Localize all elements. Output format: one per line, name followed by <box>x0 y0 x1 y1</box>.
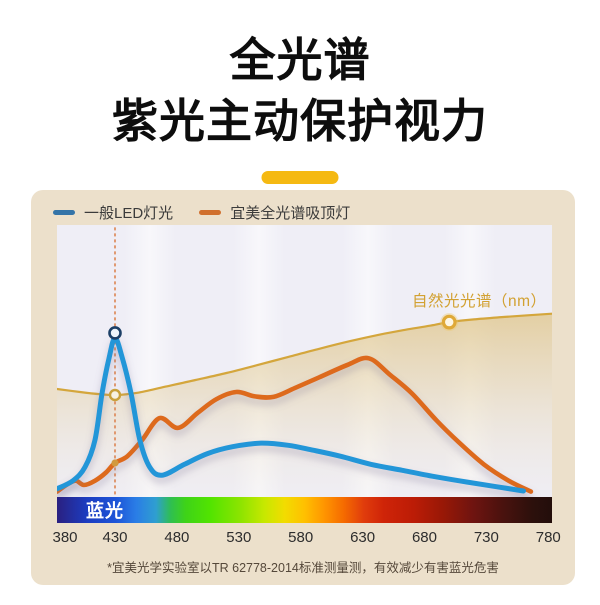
x-tick-630: 630 <box>350 529 376 546</box>
x-tick-730: 730 <box>473 529 499 546</box>
x-tick-780: 780 <box>535 529 561 546</box>
blue-curve <box>57 335 526 494</box>
orange-curve <box>57 355 534 494</box>
gold-ring-marker <box>108 388 122 402</box>
title-line-1: 全光谱 <box>229 34 371 86</box>
legend-swatch-general-led <box>53 210 75 215</box>
blue-light-label: 蓝光 <box>86 501 124 521</box>
x-tick-430: 430 <box>102 529 128 546</box>
gold-donut-marker <box>441 314 457 330</box>
spectrum-bar: 蓝光 <box>57 497 552 523</box>
chart-panel: 一般LED灯光 宜美全光谱吸顶灯 <box>31 190 575 585</box>
legend-item-general-led: 一般LED灯光 <box>53 202 173 223</box>
x-axis-ticks: 380 430 480 530 580 630 680 730 780 <box>52 528 560 547</box>
legend-label-general-led: 一般LED灯光 <box>84 205 174 222</box>
legend: 一般LED灯光 宜美全光谱吸顶灯 <box>53 202 350 223</box>
legend-swatch-yimei <box>199 210 222 215</box>
spectrum-plot: 自然光光谱（nm） <box>57 225 552 497</box>
page-title: 全光谱 紫光主动保护视力 <box>0 30 600 152</box>
title-line-2: 紫光主动保护视力 <box>112 95 488 147</box>
spectrum-svg: 自然光光谱（nm） <box>57 227 552 497</box>
x-tick-530: 530 <box>226 529 252 546</box>
natural-light-label: 自然光光谱（nm） <box>412 292 547 310</box>
legend-label-yimei: 宜美全光谱吸顶灯 <box>230 205 351 222</box>
natural-light-area <box>57 313 552 497</box>
x-tick-480: 480 <box>164 529 190 546</box>
gold-dot-marker <box>111 459 119 467</box>
x-tick-380: 380 <box>52 529 78 546</box>
x-tick-680: 680 <box>411 529 437 546</box>
legend-item-yimei: 宜美全光谱吸顶灯 <box>199 202 350 223</box>
x-tick-580: 580 <box>288 529 314 546</box>
curve-markers <box>108 313 459 467</box>
title-underline-accent <box>261 171 339 184</box>
footnote: *宜美光学实验室以TR 62778-2014标准测量测，有效减少有害蓝光危害 <box>107 561 499 575</box>
blue-ring-marker <box>108 326 122 340</box>
